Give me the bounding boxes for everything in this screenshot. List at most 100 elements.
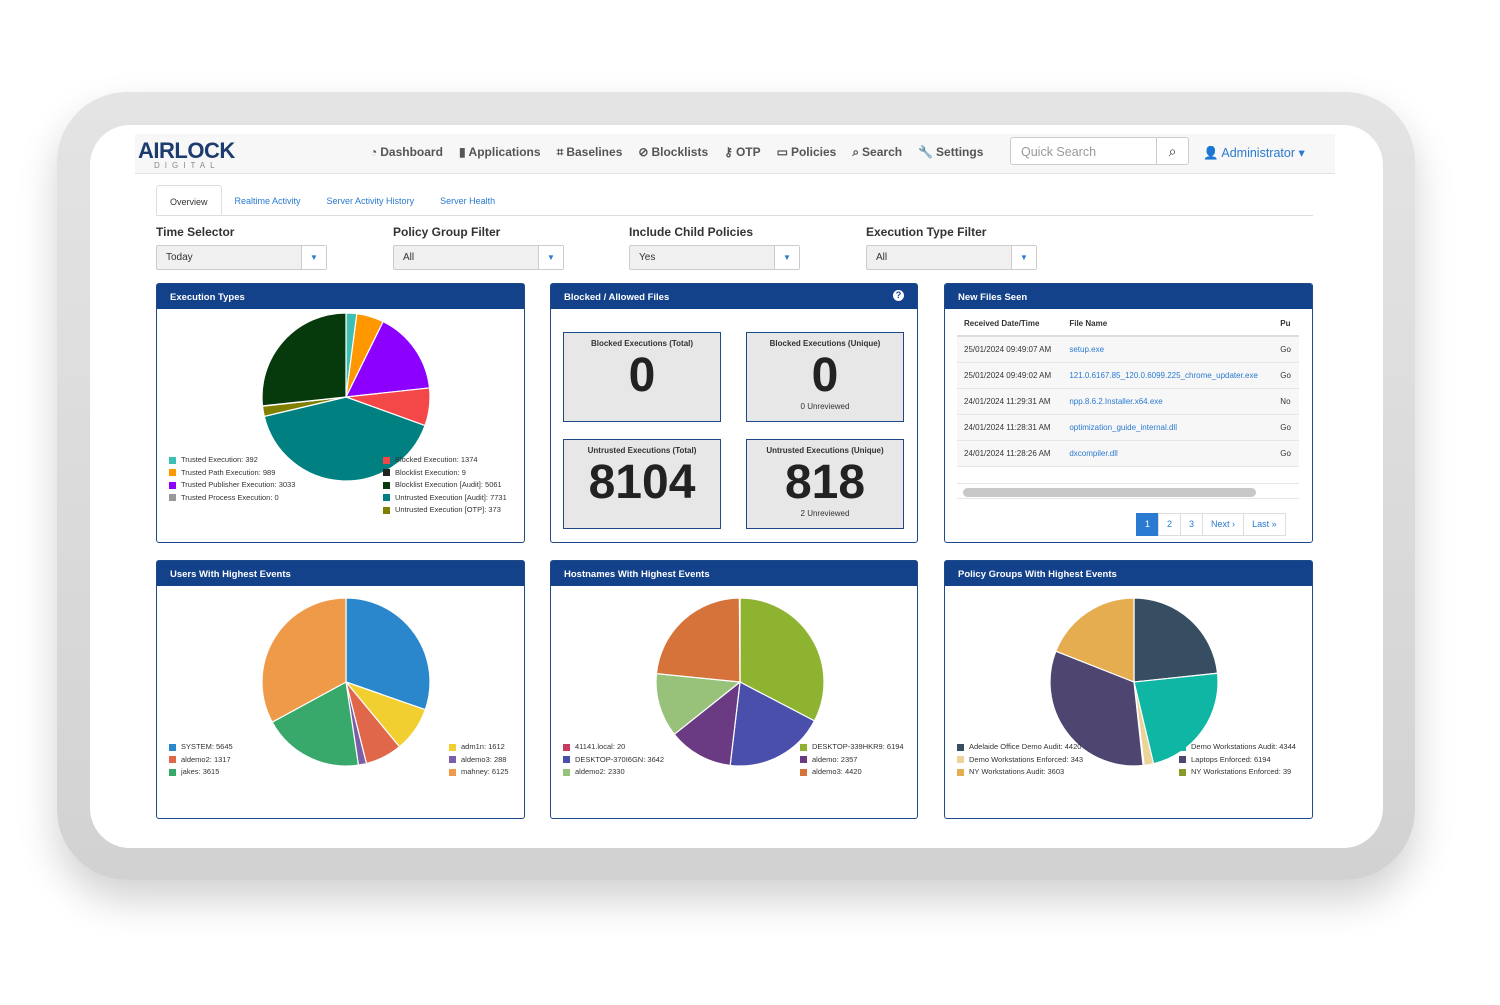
- tab-server-health[interactable]: Server Health: [440, 196, 496, 206]
- quick-search-input[interactable]: Quick Search: [1010, 137, 1157, 165]
- nav-policies[interactable]: ▭ Policies: [777, 145, 837, 160]
- received-date: 25/01/2024 09:49:07 AM: [957, 336, 1063, 363]
- stat-box[interactable]: Blocked Executions (Unique) 0 0 Unreviewed: [746, 332, 904, 422]
- legend-item[interactable]: Trusted Path Execution: 989: [169, 467, 295, 480]
- pie-slice-adelaide-office-demo-audit[interactable]: [1133, 597, 1219, 683]
- nav-applications[interactable]: ▮ Applications: [459, 145, 541, 160]
- pie-slice-41141-local[interactable]: [738, 597, 741, 683]
- nav-label: Blocklists: [651, 145, 709, 159]
- horizontal-scrollbar[interactable]: [957, 483, 1299, 499]
- pie-slice-jakes[interactable]: [271, 681, 360, 766]
- file-name-link[interactable]: npp.8.6.2.Installer.x64.exe: [1069, 396, 1163, 406]
- column-header[interactable]: File Name: [1062, 312, 1274, 337]
- nav-dashboard[interactable]: ◔ Dashboard: [370, 145, 443, 160]
- pie-slice-desktop-339hkr9[interactable]: [739, 597, 825, 722]
- pie-slice-system[interactable]: [345, 597, 431, 711]
- pie-slice-mahney[interactable]: [261, 597, 347, 723]
- pie-slice-desktop-370i6gn[interactable]: [729, 681, 816, 766]
- stat-box[interactable]: Untrusted Executions (Total) 8104: [563, 439, 721, 529]
- pie-slice-laptops-enforced[interactable]: [1049, 650, 1144, 766]
- filter-select-execution-type-filter[interactable]: All ▼: [866, 245, 1037, 270]
- legend-item[interactable]: Adelaide Office Demo Audit: 4420: [957, 741, 1083, 754]
- legend-label: Blocklist Execution: 9: [395, 467, 466, 477]
- legend-item[interactable]: DESKTOP-370I6GN: 3642: [563, 754, 664, 767]
- filter-select-include-child-policies[interactable]: Yes ▼: [629, 245, 800, 270]
- legend-item[interactable]: Trusted Execution: 392: [169, 454, 295, 467]
- legend-item[interactable]: Trusted Process Execution: 0: [169, 492, 295, 505]
- stat-box[interactable]: Untrusted Executions (Unique) 818 2 Unrevi…: [746, 439, 904, 529]
- legend-item[interactable]: Blocklist Execution [Audit]: 5061: [383, 479, 507, 492]
- pie-slice-demo-workstations-audit[interactable]: [1133, 672, 1219, 765]
- file-name-link[interactable]: 121.0.6167.85_120.0.6099.225_chrome_upda…: [1069, 370, 1258, 380]
- user-menu[interactable]: 👤 Administrator ▾: [1203, 146, 1305, 160]
- legend-item[interactable]: Demo Workstations Enforced: 343: [957, 754, 1083, 767]
- legend-item[interactable]: Demo Workstations Audit: 4344: [1179, 741, 1296, 754]
- pie-slice-ny-workstations-audit[interactable]: [1055, 597, 1135, 683]
- scrollbar-thumb[interactable]: [963, 488, 1256, 497]
- file-name-link[interactable]: setup.exe: [1069, 344, 1105, 354]
- legend-item[interactable]: mahney: 6125: [449, 766, 509, 779]
- filter-label: Policy Group Filter: [393, 225, 501, 239]
- page-button[interactable]: 1: [1136, 513, 1160, 536]
- logo[interactable]: AIRLOCK DIGITAL: [138, 138, 235, 170]
- nav-settings[interactable]: 🔧 Settings: [918, 145, 983, 160]
- monitor-icon: ▭: [776, 145, 788, 159]
- tab-server-activity-history[interactable]: Server Activity History: [326, 196, 415, 206]
- nav-label: OTP: [735, 145, 761, 159]
- legend-swatch: [449, 768, 456, 776]
- legend-item[interactable]: aldemo2: 1317: [169, 754, 233, 767]
- nav-otp[interactable]: ⚷ OTP: [724, 145, 760, 160]
- stat-box[interactable]: Blocked Executions (Total) 0: [563, 332, 721, 422]
- nav-baselines[interactable]: ⌗ Baselines: [557, 145, 623, 160]
- page-button[interactable]: Next ›: [1202, 513, 1245, 536]
- filter-select-policy-group-filter[interactable]: All ▼: [393, 245, 564, 270]
- legend-item[interactable]: aldemo: 2357: [800, 754, 904, 767]
- legend-item[interactable]: aldemo3: 4420: [800, 766, 904, 779]
- pie-slice-blocklist-execution-audit-[interactable]: [261, 312, 347, 407]
- pie-slice-trusted-publisher-execution[interactable]: [344, 320, 431, 398]
- received-date: 24/01/2024 11:29:31 AM: [957, 388, 1063, 415]
- nav-blocklists[interactable]: ⊘ Blocklists: [638, 145, 708, 160]
- help-icon[interactable]: ?: [893, 290, 904, 301]
- legend-swatch: [383, 456, 390, 464]
- legend-swatch: [169, 743, 176, 751]
- legend-item[interactable]: aldemo2: 2330: [563, 766, 664, 779]
- legend-item[interactable]: aldemo3: 288: [449, 754, 509, 767]
- legend-item[interactable]: Untrusted Execution [OTP]: 373: [383, 504, 507, 517]
- pie-slice-aldemo3[interactable]: [655, 597, 741, 683]
- legend-swatch: [169, 481, 176, 489]
- legend-item[interactable]: Trusted Publisher Execution: 3033: [169, 479, 295, 492]
- page-button[interactable]: 2: [1158, 513, 1182, 536]
- table-row: 24/01/2024 11:29:31 AM npp.8.6.2.Installe…: [957, 388, 1299, 415]
- filter-select-time-selector[interactable]: Today ▼: [156, 245, 327, 270]
- pie-slice-aldemo2[interactable]: [655, 672, 742, 736]
- page-button[interactable]: 3: [1180, 513, 1204, 536]
- legend-item[interactable]: Blocked Execution: 1374: [383, 454, 507, 467]
- search-icon: ⌕: [1168, 143, 1177, 159]
- legend-item[interactable]: 41141.local: 20: [563, 741, 664, 754]
- stat-title: Blocked Executions (Unique): [769, 339, 881, 348]
- page-button[interactable]: Last »: [1243, 513, 1286, 536]
- legend-item[interactable]: Untrusted Execution [Audit]: 7731: [383, 492, 507, 505]
- tab-realtime-activity[interactable]: Realtime Activity: [234, 196, 301, 206]
- legend-item[interactable]: NY Workstations Audit: 3603: [957, 766, 1083, 779]
- file-name-link[interactable]: optimization_guide_internal.dll: [1069, 422, 1177, 432]
- legend-item[interactable]: Blocklist Execution: 9: [383, 467, 507, 480]
- column-header[interactable]: Pu: [1273, 312, 1299, 337]
- legend-item[interactable]: NY Workstations Enforced: 39: [1179, 766, 1296, 779]
- legend-item[interactable]: adm1n: 1612: [449, 741, 509, 754]
- legend-item[interactable]: SYSTEM: 5645: [169, 741, 233, 754]
- legend-item[interactable]: DESKTOP-339HKR9: 6194: [800, 741, 904, 754]
- column-header[interactable]: Received Date/Time: [957, 312, 1063, 337]
- legend-item[interactable]: Laptops Enforced: 6194: [1179, 754, 1296, 767]
- file-name-link[interactable]: dxcompiler.dll: [1069, 448, 1118, 458]
- tab-overview[interactable]: Overview: [156, 185, 222, 215]
- legend-label: Laptops Enforced: 6194: [1191, 754, 1271, 764]
- stat-title: Untrusted Executions (Unique): [766, 446, 884, 455]
- legend-item[interactable]: jakes: 3615: [169, 766, 233, 779]
- search-button[interactable]: ⌕: [1156, 137, 1189, 165]
- blocked-allowed-panel: Blocked / Allowed Files? Blocked Executi…: [550, 283, 918, 543]
- pie-slice-aldemo[interactable]: [673, 680, 741, 766]
- legend-label: Untrusted Execution [Audit]: 7731: [395, 492, 507, 502]
- nav-search[interactable]: ⌕ Search: [852, 145, 902, 160]
